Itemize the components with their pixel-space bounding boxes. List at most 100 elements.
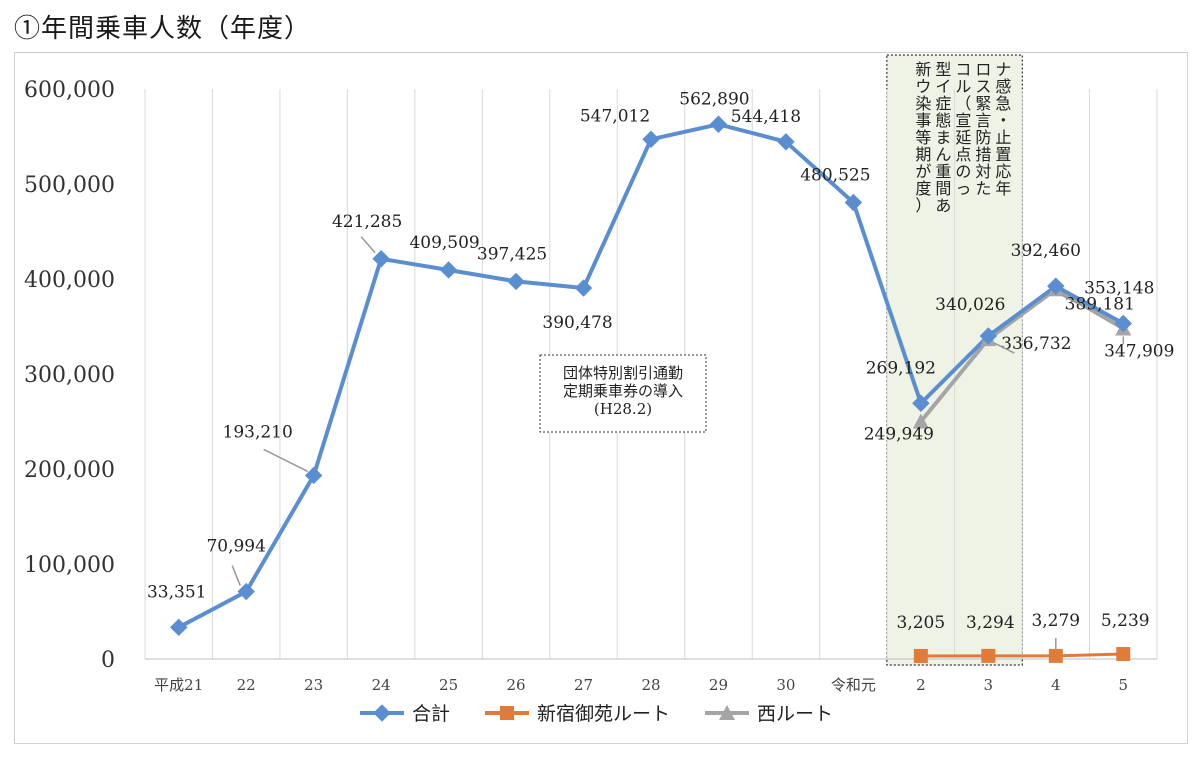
policy-annotation-text: 定期乗車券の導入 xyxy=(563,382,683,400)
data-label-nishi-route: 336,732 xyxy=(1001,334,1071,354)
x-tick-label: 平成21 xyxy=(154,676,203,694)
marker-nishi-route xyxy=(912,413,929,429)
legend-label: 合計 xyxy=(412,703,450,725)
marker-total xyxy=(777,133,795,151)
covid-annotation-char: あ xyxy=(935,196,951,215)
marker-shinjuku-gyoen xyxy=(981,648,996,663)
x-tick-label: 24 xyxy=(372,676,391,694)
marker-total xyxy=(642,130,660,149)
label-leader-line xyxy=(263,448,309,473)
covid-annotation-char: ん xyxy=(935,145,951,164)
data-label-shinjuku-gyoen: 3,279 xyxy=(1031,611,1080,631)
data-label-total: 480,525 xyxy=(800,166,870,186)
x-tick-label: 25 xyxy=(439,676,458,694)
marker-total xyxy=(844,193,863,212)
policy-annotation-box xyxy=(539,354,707,433)
covid-annotation-char: 間 xyxy=(935,179,951,198)
covid-annotation-char: 度 xyxy=(915,179,931,198)
data-label-total: 269,192 xyxy=(866,358,936,378)
marker-total xyxy=(237,582,255,601)
covid-annotation-char: 点 xyxy=(955,145,971,164)
covid-annotation-char: 急 xyxy=(995,94,1011,113)
x-tick-label: 30 xyxy=(776,676,795,694)
data-label-total: 421,285 xyxy=(332,212,402,232)
covid-annotation-char: 措 xyxy=(975,145,991,164)
covid-annotation-char: 言 xyxy=(975,111,991,130)
x-tick-label: 5 xyxy=(1118,676,1128,694)
covid-annotation-char: 応 xyxy=(995,162,1011,181)
label-leader-line xyxy=(231,565,241,586)
label-leader-line xyxy=(993,342,1015,354)
data-label-total: 33,351 xyxy=(147,582,206,602)
covid-annotation-char: の xyxy=(955,162,971,181)
covid-annotation-char: 宣 xyxy=(955,111,971,130)
y-tick-label: 600,000 xyxy=(24,78,115,103)
marker-total xyxy=(709,115,728,133)
data-label-total: 397,425 xyxy=(477,244,547,264)
covid-annotation-char: 防 xyxy=(975,128,991,147)
data-label-total: 562,890 xyxy=(679,89,749,109)
policy-annotation-text: 団体特別割引通勤 xyxy=(563,364,683,382)
marker-total xyxy=(372,250,390,268)
data-label-nishi-route: 389,181 xyxy=(1065,294,1135,314)
covid-annotation-char: 緊 xyxy=(975,94,991,113)
covid-annotation-char: 等 xyxy=(915,128,931,147)
x-tick-label: 27 xyxy=(574,676,593,694)
covid-annotation-char: 置 xyxy=(995,145,1011,164)
data-label-shinjuku-gyoen: 3,294 xyxy=(966,613,1015,633)
marker-total xyxy=(1047,277,1065,295)
marker-shinjuku-gyoen xyxy=(1048,648,1063,663)
data-label-total: 193,210 xyxy=(223,422,293,442)
x-tick-label: 令和元 xyxy=(831,676,876,694)
label-leader-line xyxy=(360,236,376,254)
covid-annotation-char: が xyxy=(915,162,931,181)
ridership-line-chart: 0 100,000 200,000 300,000 400,000 500,000 600,… xyxy=(24,54,1174,725)
data-label-total: 390,478 xyxy=(542,313,612,333)
covid-annotation-char: ロ xyxy=(975,60,991,79)
chart-frame: 0 100,000 200,000 300,000 400,000 500,000 600,… xyxy=(14,52,1188,744)
legend-marker xyxy=(500,706,514,720)
covid-annotation-char: 止 xyxy=(995,128,1011,147)
data-label-total: 340,026 xyxy=(935,295,1005,315)
covid-annotation-char: 染 xyxy=(915,94,931,113)
covid-annotation-char: 感 xyxy=(995,77,1011,96)
covid-annotation-char: イ xyxy=(935,77,951,96)
y-tick-label: 400,000 xyxy=(24,268,115,293)
data-label-total: 547,012 xyxy=(580,106,650,126)
covid-annotation-char: ウ xyxy=(915,77,931,96)
covid-annotation-char: 態 xyxy=(935,111,951,130)
legend-label: 新宿御苑ルート xyxy=(537,703,670,725)
x-tick-label: 26 xyxy=(507,676,526,694)
x-tick-label: 28 xyxy=(641,676,660,694)
policy-annotation-text: (H28.2) xyxy=(594,400,652,418)
y-tick-label: 0 xyxy=(101,648,115,673)
y-tick-label: 100,000 xyxy=(24,553,115,578)
data-label-total: 392,460 xyxy=(1011,241,1081,261)
covid-annotation-char: ま xyxy=(935,128,951,147)
series-line-shinjuku-gyoen xyxy=(920,652,1124,658)
x-tick-label: 29 xyxy=(709,676,728,694)
label-leader-line xyxy=(1061,294,1083,306)
page-title: ①年間乗車人数（年度） xyxy=(14,14,312,44)
covid-annotation-char: 期 xyxy=(915,145,931,164)
y-tick-label: 200,000 xyxy=(24,458,115,483)
marker-total xyxy=(304,466,323,485)
marker-total xyxy=(507,272,525,291)
x-tick-label: 3 xyxy=(984,676,994,694)
marker-total xyxy=(439,261,458,279)
x-tick-label: 22 xyxy=(237,676,256,694)
marker-shinjuku-gyoen xyxy=(1116,647,1131,662)
marker-total xyxy=(979,327,998,345)
data-label-shinjuku-gyoen: 5,239 xyxy=(1101,611,1150,631)
marker-total xyxy=(1114,314,1132,333)
covid-annotation-char: 延 xyxy=(955,128,971,147)
series-line-nishi-route xyxy=(919,287,1125,423)
covid-annotation-char: 対 xyxy=(975,162,991,181)
marker-total xyxy=(912,394,930,412)
covid-annotation-char: 年 xyxy=(995,179,1011,198)
data-label-nishi-route: 347,909 xyxy=(1104,341,1174,361)
covid-annotation-char: （ xyxy=(955,94,971,113)
